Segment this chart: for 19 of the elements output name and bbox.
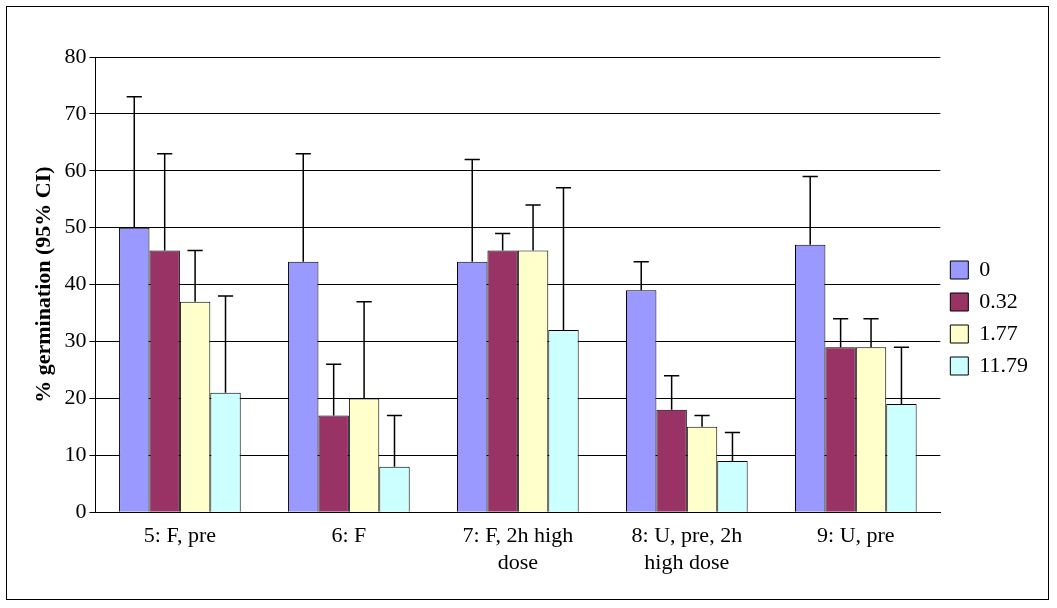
legend-label: 11.79	[979, 351, 1028, 377]
y-tick-label: 50	[64, 213, 87, 239]
x-tick-label: 8: U, pre, 2h high dose	[631, 522, 743, 574]
y-tick-label: 30	[64, 327, 87, 353]
y-tick-label: 20	[64, 384, 87, 410]
y-tick-label: 40	[64, 270, 87, 296]
y-axis-title: % germination (95% CI)	[29, 166, 55, 403]
y-tick-label: 80	[64, 42, 87, 68]
legend-label: 0.32	[979, 287, 1018, 313]
x-tick-label: 9: U, pre	[817, 522, 895, 548]
y-tick-label: 0	[75, 497, 87, 523]
x-tick-label: 5: F, pre	[143, 522, 216, 548]
x-tick-label: 7: F, 2h high dose	[462, 522, 574, 574]
y-tick-label: 70	[64, 99, 87, 125]
x-tick-label: 6: F	[331, 522, 367, 548]
legend-label: 0	[979, 255, 991, 281]
legend-label: 1.77	[979, 319, 1018, 345]
y-tick-label: 60	[64, 156, 87, 182]
y-tick-label: 10	[64, 441, 87, 467]
